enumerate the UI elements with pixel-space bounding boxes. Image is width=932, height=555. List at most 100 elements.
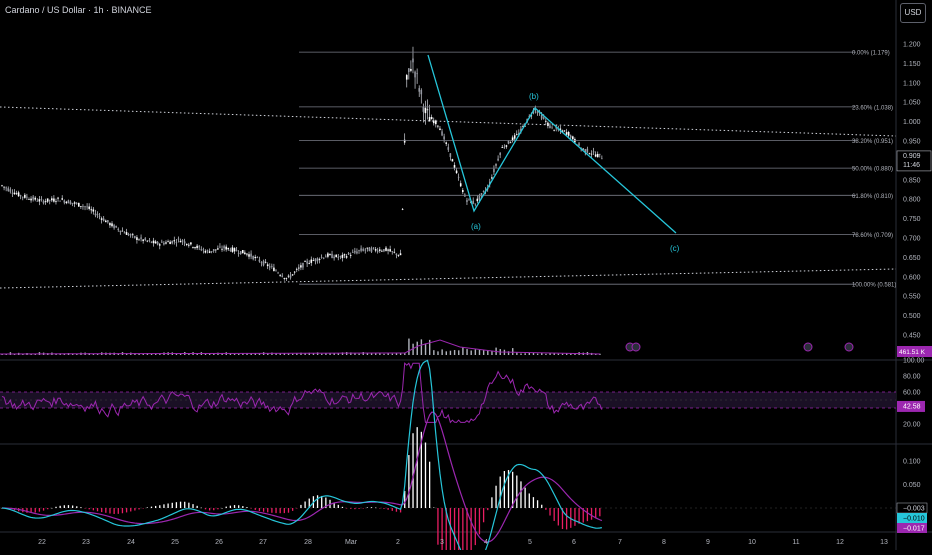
candle-body xyxy=(422,106,425,112)
candle-body xyxy=(339,255,342,257)
candle-body xyxy=(557,129,560,131)
candle-body xyxy=(144,238,147,240)
candle-body xyxy=(36,200,39,202)
volume-bar xyxy=(561,353,564,355)
candle-body xyxy=(567,131,570,136)
candle-body xyxy=(300,265,302,268)
candle-body xyxy=(217,248,219,250)
candle-body xyxy=(69,201,72,205)
candle-body xyxy=(206,250,209,252)
candle-body xyxy=(545,120,547,122)
price-axis-label: 1.000 xyxy=(903,119,921,126)
candle-body xyxy=(341,254,344,258)
candle-body xyxy=(424,107,427,114)
macd-histogram-bar xyxy=(30,508,32,513)
macd-histogram-bar xyxy=(221,507,223,509)
fib-level-label: 78.60% (0.709) xyxy=(852,233,893,239)
volume-bar xyxy=(541,352,543,355)
candle-body xyxy=(196,245,198,249)
time-axis-label: 2 xyxy=(396,539,400,546)
candle-body xyxy=(254,256,257,259)
candle-body xyxy=(349,254,352,256)
volume-bar xyxy=(507,351,510,355)
candle-body xyxy=(117,228,120,230)
candle-body xyxy=(461,190,464,193)
volume-bar xyxy=(188,353,190,355)
rsi-band xyxy=(0,392,896,408)
macd-histogram-bar xyxy=(113,508,115,514)
candle-body xyxy=(588,153,591,155)
candle-body xyxy=(351,252,354,253)
candle-body xyxy=(308,263,310,264)
macd-histogram-bar xyxy=(283,508,285,514)
candle-body xyxy=(578,143,580,146)
candle-body xyxy=(381,250,383,252)
volume-bar xyxy=(246,352,248,355)
candle-body xyxy=(152,240,155,244)
candle-body xyxy=(314,258,317,262)
candle-body xyxy=(179,240,182,243)
candle-body xyxy=(24,194,26,198)
macd-histogram-bar xyxy=(109,508,111,514)
candle-body xyxy=(46,198,49,202)
candle-body xyxy=(333,256,335,259)
candle-body xyxy=(51,198,53,201)
macd-histogram-bar xyxy=(196,505,198,508)
candle-body xyxy=(293,271,296,273)
volume-bar xyxy=(565,353,568,355)
candle-body xyxy=(528,116,531,117)
candle-body xyxy=(555,126,558,129)
candle-body xyxy=(542,117,545,119)
candle-body xyxy=(28,198,30,200)
candle-body xyxy=(96,214,99,216)
candle-body xyxy=(3,186,5,188)
macd-histogram-bar xyxy=(458,508,460,555)
candle-body xyxy=(366,247,369,249)
rsi-value: 42.58 xyxy=(903,403,921,410)
volume-bar xyxy=(96,353,99,355)
volume-bar xyxy=(449,350,452,355)
candle-body xyxy=(161,241,163,243)
volume-bar xyxy=(375,353,377,355)
volume-bar xyxy=(474,349,477,355)
macd-histogram-bar xyxy=(325,497,327,508)
macd-histogram-bar xyxy=(163,504,165,508)
currency-button[interactable]: USD xyxy=(900,3,926,23)
volume-bar xyxy=(213,353,215,355)
macd-histogram-bar xyxy=(117,508,119,514)
candle-body xyxy=(393,251,396,253)
time-axis-label: 23 xyxy=(82,539,90,546)
bar-countdown: 11:46 xyxy=(903,162,920,169)
candle-body xyxy=(472,200,474,204)
candle-body xyxy=(435,120,437,125)
volume-bar xyxy=(383,353,385,355)
volume-bar xyxy=(233,353,236,355)
fib-level-label: 61.80% (0.810) xyxy=(852,194,893,200)
candle-body xyxy=(119,230,122,233)
candle-body xyxy=(389,249,391,252)
volume-bar xyxy=(458,350,460,355)
macd-histogram-bar xyxy=(105,508,107,513)
macd-histogram-bar xyxy=(300,504,302,508)
candle-body xyxy=(395,253,398,255)
macd-histogram-bar xyxy=(71,505,74,508)
time-axis-label: 22 xyxy=(38,539,46,546)
candle-body xyxy=(590,153,593,155)
volume-bar xyxy=(358,353,360,355)
time-axis-label: 5 xyxy=(528,539,532,546)
macd-histogram-bar xyxy=(520,481,522,508)
volume-bar xyxy=(300,352,302,355)
candle-body xyxy=(241,250,244,254)
macd-histogram-bar xyxy=(279,508,281,514)
volume-bar xyxy=(312,353,315,355)
time-axis-label: 4 xyxy=(484,539,488,546)
macd-histogram-bar xyxy=(76,506,78,508)
volume-bar xyxy=(395,352,398,355)
candle-body xyxy=(416,73,418,75)
volume-value: 461.51 K xyxy=(899,349,926,356)
macd-histogram-bar xyxy=(408,455,410,508)
candle-body xyxy=(150,241,153,243)
volume-bar xyxy=(420,339,423,355)
